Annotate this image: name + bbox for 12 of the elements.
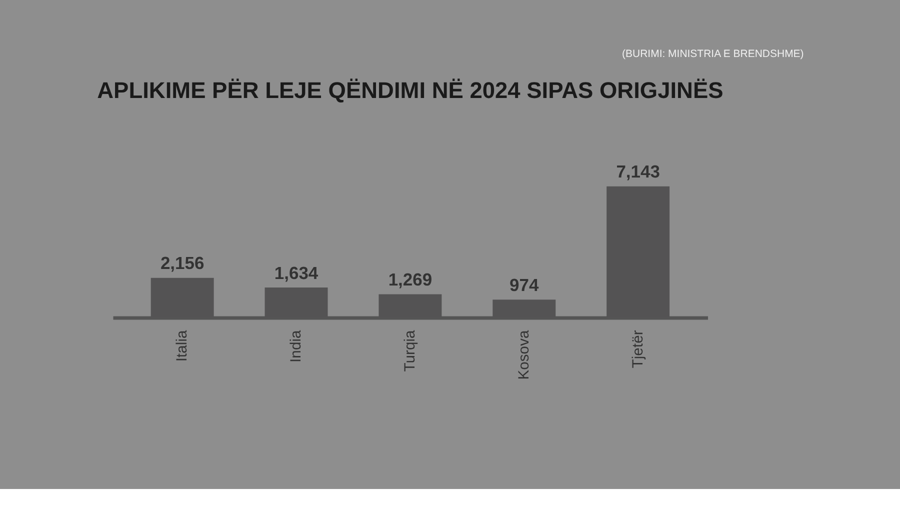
data-label: 7,143	[616, 162, 660, 182]
x-tick-label: Kosova	[516, 329, 533, 380]
data-label: 1,269	[388, 269, 432, 290]
x-tick-label: Turqia	[402, 329, 419, 372]
x-tick-label: Tjetër	[630, 330, 646, 368]
x-tick-label: India	[288, 329, 305, 362]
x-tick-label: Italia	[174, 329, 191, 362]
data-label: 2,156	[160, 253, 204, 274]
data-label: 974	[510, 274, 539, 295]
data-label: 1,634	[274, 262, 318, 283]
chart-title: APLIKIME PËR LEJE QËNDIMI NË 2024 SIPAS ORIGJINËS	[97, 77, 724, 103]
text: (BURIMI: MINISTRIA E BRENDSHME)	[622, 48, 804, 60]
